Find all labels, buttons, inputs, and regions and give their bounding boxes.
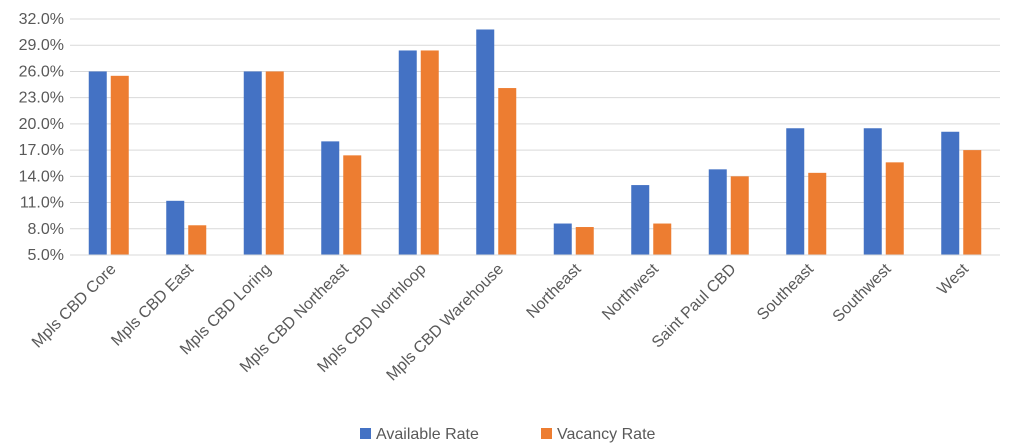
bar-available-rate bbox=[243, 71, 262, 255]
bar-vacancy-rate bbox=[420, 50, 439, 255]
x-tick-label: Southeast bbox=[754, 260, 817, 323]
y-tick-label: 11.0% bbox=[20, 195, 64, 212]
x-tick-label: Mpls CBD East bbox=[108, 260, 197, 349]
y-tick-label: 17.0% bbox=[19, 142, 64, 159]
bar-available-rate bbox=[398, 50, 417, 255]
bar-vacancy-rate bbox=[343, 155, 362, 255]
bar-vacancy-rate bbox=[808, 172, 827, 255]
bar-available-rate bbox=[553, 223, 572, 255]
bar-available-rate bbox=[631, 185, 650, 255]
bar-available-rate bbox=[88, 71, 107, 255]
legend-label: Available Rate bbox=[376, 426, 479, 443]
legend-label: Vacancy Rate bbox=[557, 426, 656, 443]
bar-available-rate bbox=[321, 141, 340, 255]
bar-vacancy-rate bbox=[575, 227, 594, 255]
bar-vacancy-rate bbox=[963, 150, 982, 255]
y-tick-label: 8.0% bbox=[28, 221, 64, 238]
legend-swatch bbox=[541, 428, 552, 439]
bar-vacancy-rate bbox=[110, 75, 129, 255]
x-tick-label: West bbox=[934, 260, 972, 298]
y-tick-label: 23.0% bbox=[19, 90, 64, 107]
legend-swatch bbox=[360, 428, 371, 439]
y-axis: 5.0% 8.0% 11.0% 14.0% 17.0% 20.0% 23.0% 26.0% 29… bbox=[19, 11, 64, 264]
y-tick-label: 29.0% bbox=[19, 37, 64, 54]
x-tick-label: Mpls CBD Core bbox=[29, 261, 120, 352]
bar-available-rate bbox=[786, 128, 805, 255]
y-tick-label: 20.0% bbox=[19, 116, 64, 133]
y-tick-label: 32.0% bbox=[19, 11, 64, 28]
x-tick-label: Northeast bbox=[524, 260, 585, 321]
bar-available-rate bbox=[476, 29, 495, 255]
bar-vacancy-rate bbox=[265, 71, 284, 255]
y-tick-label: 5.0% bbox=[28, 247, 64, 264]
y-tick-label: 26.0% bbox=[19, 63, 64, 80]
bar-available-rate bbox=[863, 128, 882, 255]
x-tick-label: Saint Paul CBD bbox=[649, 261, 740, 352]
bar-vacancy-rate bbox=[885, 162, 904, 255]
y-tick-label: 14.0% bbox=[19, 168, 64, 185]
x-tick-label: Northwest bbox=[599, 260, 662, 323]
legend: Available Rate Vacancy Rate bbox=[360, 426, 656, 443]
bar-vacancy-rate bbox=[498, 88, 517, 255]
bar-available-rate bbox=[708, 169, 727, 255]
bars bbox=[88, 29, 982, 255]
gridlines bbox=[70, 18, 1000, 256]
bar-vacancy-rate bbox=[653, 223, 672, 255]
bar-vacancy-rate bbox=[188, 225, 207, 255]
bar-vacancy-rate bbox=[730, 176, 749, 255]
bar-available-rate bbox=[166, 200, 185, 255]
bar-available-rate bbox=[941, 131, 960, 255]
x-tick-label: Southwest bbox=[830, 260, 895, 325]
